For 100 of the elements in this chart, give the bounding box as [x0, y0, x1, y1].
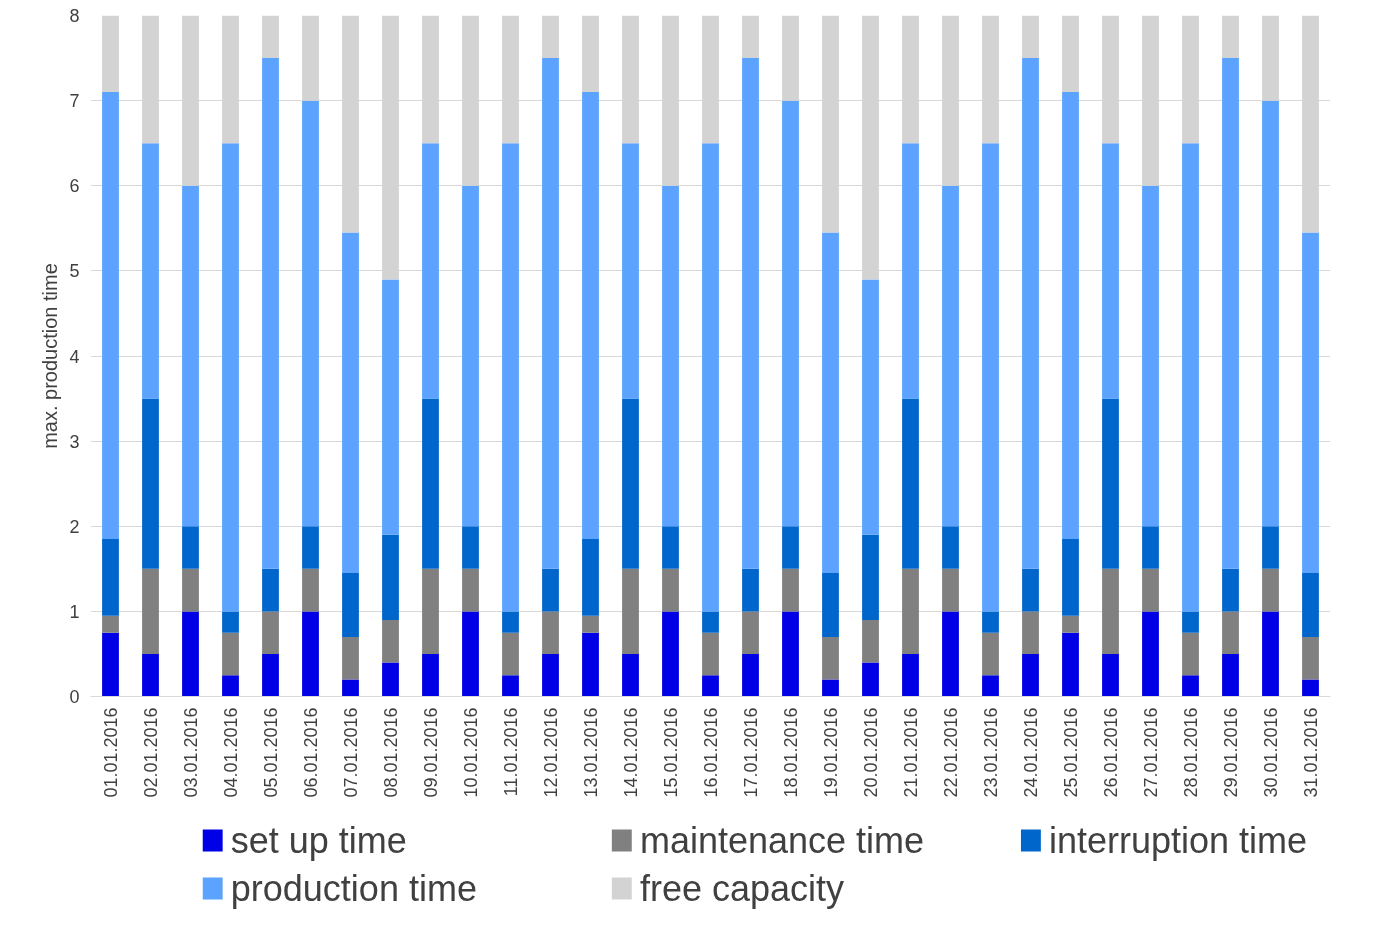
bar [1302, 679, 1319, 697]
bar [262, 611, 279, 654]
x-tick-label: 02.01.2016 [141, 707, 161, 798]
bar [862, 279, 879, 535]
x-tick-label: 13.01.2016 [581, 707, 601, 798]
bar [542, 568, 559, 612]
bar [102, 615, 119, 633]
bar [1302, 636, 1319, 680]
bar [1022, 568, 1039, 612]
bar [422, 398, 439, 569]
bar [782, 100, 799, 527]
bar [1062, 92, 1079, 540]
x-tick-label: 20.01.2016 [861, 707, 881, 798]
legend-label: interruption time [1049, 820, 1308, 861]
bar [1262, 568, 1279, 612]
bar [1262, 526, 1279, 569]
y-tick-label: 6 [69, 176, 80, 197]
bar [502, 675, 519, 697]
bar [742, 58, 759, 569]
x-tick-label: 24.01.2016 [1021, 707, 1041, 798]
x-tick-label: 15.01.2016 [661, 707, 681, 798]
bar [822, 636, 839, 680]
bar [422, 143, 439, 399]
bar [382, 279, 399, 535]
y-tick-label: 4 [69, 346, 80, 367]
bar [262, 568, 279, 612]
bar [582, 539, 599, 616]
y-tick-label: 2 [69, 516, 80, 537]
bar [182, 568, 199, 612]
bar [982, 675, 999, 697]
x-tick-label: 14.01.2016 [621, 707, 641, 798]
x-tick-label: 01.01.2016 [101, 707, 121, 798]
bar [1102, 568, 1119, 654]
x-tick-label: 04.01.2016 [221, 707, 241, 798]
bar [462, 568, 479, 612]
bar [942, 611, 959, 697]
x-tick-label: 09.01.2016 [421, 707, 441, 798]
x-tick-label: 27.01.2016 [1141, 707, 1161, 798]
x-tick-label: 25.01.2016 [1061, 707, 1081, 798]
bar [382, 619, 399, 663]
y-tick-label: 3 [69, 431, 80, 452]
bar [742, 653, 759, 697]
bar [302, 611, 319, 697]
bar [582, 15, 599, 93]
bar [942, 568, 959, 612]
bar [1022, 58, 1039, 569]
legend-label: maintenance time [639, 820, 925, 861]
bar [142, 653, 159, 697]
x-tick-label: 17.01.2016 [741, 707, 761, 798]
bar [1062, 15, 1079, 93]
bar [262, 15, 279, 59]
bar [662, 526, 679, 569]
x-tick-label: 12.01.2016 [541, 707, 561, 798]
bar [702, 611, 719, 633]
bar [1102, 398, 1119, 569]
bar [1222, 568, 1239, 612]
bar [662, 568, 679, 612]
bar [1062, 615, 1079, 633]
y-tick-label: 5 [69, 261, 80, 282]
x-tick-label: 16.01.2016 [701, 707, 721, 798]
bar [622, 568, 639, 654]
bar [702, 632, 719, 676]
bar [1222, 653, 1239, 697]
bar [542, 653, 559, 697]
bar [1262, 100, 1279, 527]
bar [662, 185, 679, 527]
bar [302, 568, 319, 612]
bar [102, 539, 119, 616]
bar [1182, 675, 1199, 697]
x-tick-label: 22.01.2016 [941, 707, 961, 798]
bar [222, 632, 239, 676]
bar [342, 679, 359, 697]
x-tick-label: 23.01.2016 [981, 707, 1001, 798]
bar [462, 611, 479, 697]
bar [422, 568, 439, 654]
x-tick-label: 11.01.2016 [501, 707, 521, 797]
bar [982, 611, 999, 633]
bar [1302, 232, 1319, 574]
bar [1022, 653, 1039, 697]
bar [622, 398, 639, 569]
bar [382, 662, 399, 697]
x-tick-label: 26.01.2016 [1101, 707, 1121, 798]
bar [1062, 539, 1079, 616]
y-tick-label: 8 [69, 6, 80, 26]
bar [302, 100, 319, 527]
bar [902, 398, 919, 569]
x-tick-label: 21.01.2016 [901, 707, 921, 798]
bar [422, 653, 439, 697]
y-axis-title: max. production time [39, 263, 62, 449]
bar [782, 526, 799, 569]
bar [1062, 632, 1079, 697]
bar [542, 611, 559, 654]
bar [222, 611, 239, 633]
bar [1182, 632, 1199, 676]
bar [142, 143, 159, 399]
bar [1182, 611, 1199, 633]
bar [942, 185, 959, 527]
bar [782, 568, 799, 612]
bar [902, 653, 919, 697]
bar [862, 534, 879, 620]
